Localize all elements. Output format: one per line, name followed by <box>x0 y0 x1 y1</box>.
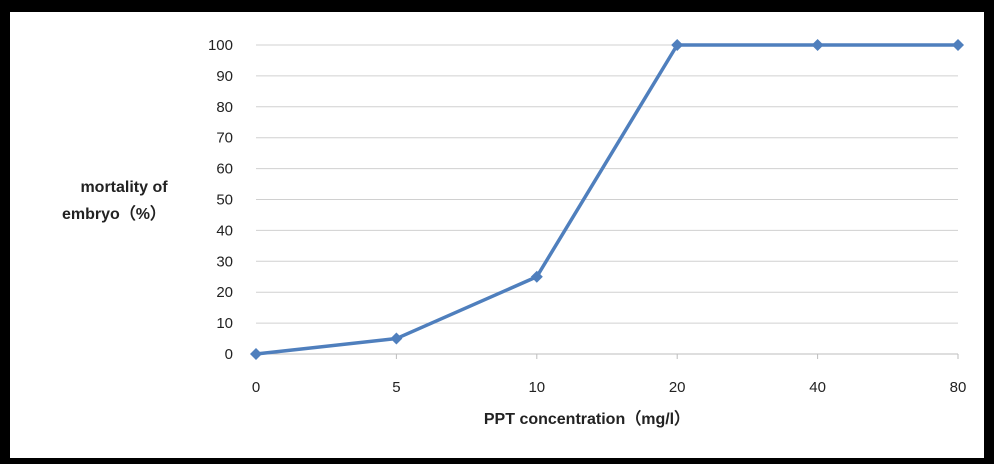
y-tick-label: 60 <box>216 161 233 178</box>
y-tick-label: 30 <box>216 253 233 270</box>
y-tick-label: 40 <box>216 222 233 239</box>
data-point-marker <box>671 39 684 51</box>
y-tick-label: 100 <box>208 37 233 54</box>
data-point-marker <box>952 39 964 51</box>
y-tick-labels: 0 10 20 30 40 50 60 70 80 90 100 <box>208 37 233 363</box>
data-point-marker <box>390 332 403 345</box>
data-point-marker <box>530 270 543 283</box>
x-tick-label: 10 <box>528 379 545 396</box>
y-tick-label: 80 <box>216 99 233 116</box>
x-tick-label: 40 <box>809 379 826 396</box>
x-tick-label: 5 <box>392 379 400 396</box>
gridlines <box>255 44 959 359</box>
y-tick-label: 0 <box>225 346 233 363</box>
series-line <box>255 43 958 356</box>
x-tick-label: 20 <box>669 379 686 396</box>
y-tick-label: 50 <box>216 192 233 209</box>
y-tick-label: 90 <box>216 68 233 85</box>
y-tick-label: 70 <box>216 130 233 147</box>
y-tick-label: 10 <box>216 315 233 332</box>
x-tick-label: 80 <box>950 379 967 396</box>
series-group <box>250 39 964 360</box>
x-tick-label: 0 <box>252 379 260 396</box>
x-tick-labels: 0 5 10 20 40 80 <box>252 379 967 396</box>
y-axis-title-line-1: mortality of <box>80 179 168 196</box>
y-tick-label: 20 <box>216 284 233 301</box>
y-axis-title-line-2: embryo（%） <box>62 205 166 223</box>
data-point-marker <box>811 39 824 51</box>
x-axis-title: PPT concentration（mg/l） <box>484 410 690 428</box>
data-point-marker <box>250 348 262 360</box>
